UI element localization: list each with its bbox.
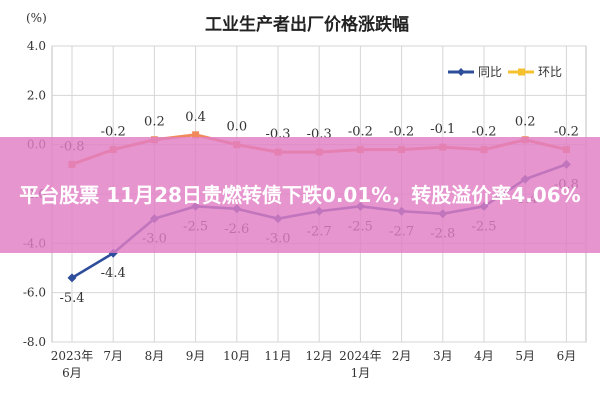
- x-tick-label: 10月: [223, 349, 250, 363]
- news-overlay-banner[interactable]: 平台股票 11月28日贵燃转债下跌0.01%，转股溢价率4.06%: [0, 137, 600, 253]
- y-tick-label: -8.0: [23, 335, 46, 349]
- legend-label: 同比: [478, 65, 502, 79]
- x-tick-label: 4月: [474, 349, 494, 363]
- x-tick-label: 2023年: [51, 349, 94, 363]
- x-tick-label: 8月: [145, 349, 165, 363]
- y-unit-label: (%): [26, 11, 47, 25]
- grid: [51, 45, 587, 343]
- data-label: -4.4: [101, 266, 126, 281]
- data-point: [67, 273, 77, 283]
- x-tick-label: 2月: [392, 349, 412, 363]
- legend-label: 环比: [538, 65, 562, 79]
- data-label: -0.2: [471, 125, 496, 140]
- x-tick-label: 2024年: [339, 349, 382, 363]
- data-label: -0.2: [389, 125, 414, 140]
- data-label: -5.4: [59, 291, 84, 306]
- data-label: -0.1: [430, 122, 455, 137]
- x-tick-label: 6月: [557, 349, 577, 363]
- x-tick-label: 7月: [103, 349, 123, 363]
- y-tick-label: -6.0: [23, 286, 46, 300]
- data-label: -0.2: [554, 125, 579, 140]
- data-label: 0.4: [185, 110, 206, 125]
- x-tick-label: 3月: [433, 349, 453, 363]
- x-tick-label: 1月: [351, 366, 371, 380]
- data-label: 0.0: [226, 120, 247, 135]
- data-label: 0.2: [144, 115, 165, 130]
- x-tick-label: 9月: [186, 349, 206, 363]
- y-tick-label: 2.0: [27, 88, 46, 102]
- y-tick-label: 4.0: [27, 39, 46, 53]
- x-tick-label: 5月: [515, 349, 535, 363]
- news-headline[interactable]: 平台股票 11月28日贵燃转债下跌0.01%，转股溢价率4.06%: [19, 183, 581, 207]
- legend: 同比 环比: [448, 65, 562, 79]
- data-label: -0.2: [348, 125, 373, 140]
- x-tick-label: 6月: [62, 366, 82, 380]
- legend-marker: [457, 68, 465, 76]
- legend-marker: [518, 68, 525, 76]
- data-label: -0.2: [101, 125, 126, 140]
- x-tick-label: 11月: [264, 349, 291, 363]
- data-point: [192, 131, 200, 139]
- chart-title: 工业生产者出厂价格涨跌幅: [205, 14, 409, 35]
- data-label: 0.2: [515, 115, 536, 130]
- x-tick-label: 12月: [306, 349, 333, 363]
